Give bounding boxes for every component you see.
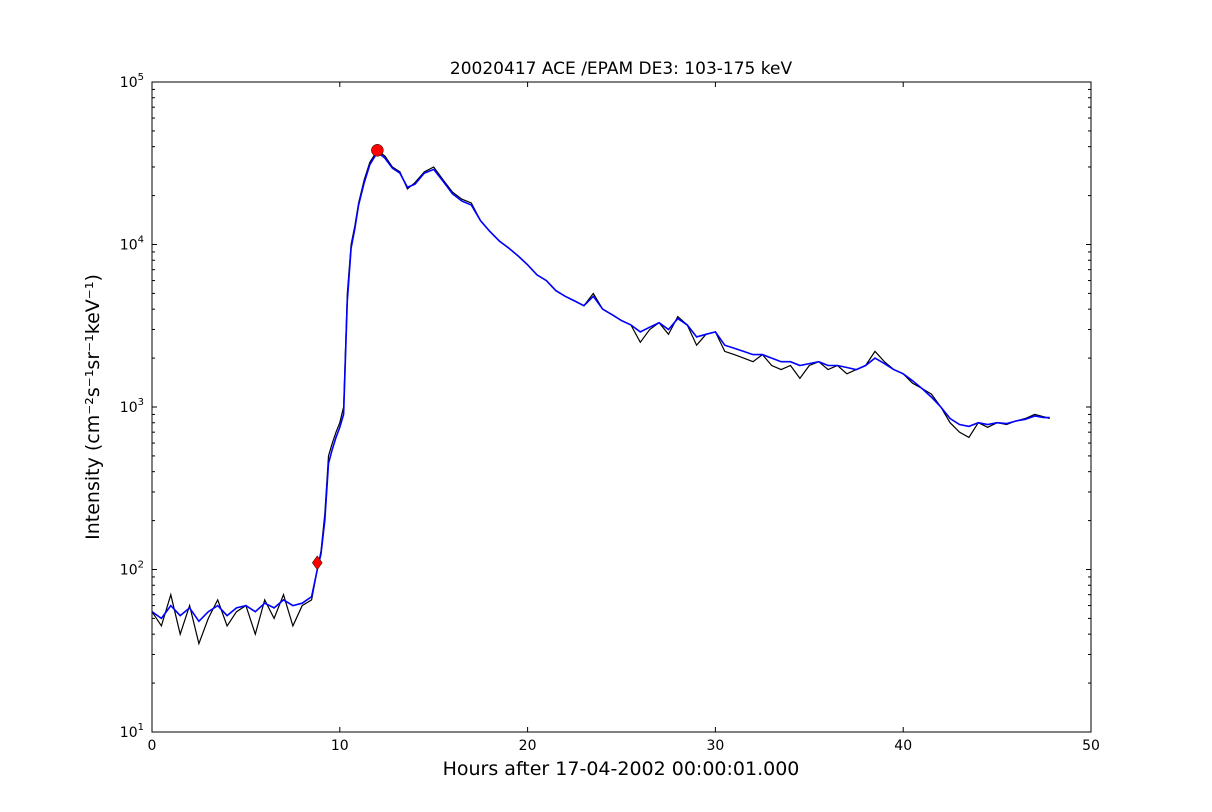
series-line-2 [152,151,1050,623]
y-tick-label: 103 [120,397,144,416]
plot-area [152,144,1050,646]
x-tick-label: 20 [519,738,537,754]
series-line-1 [152,149,1050,646]
marker-peak-circle [371,144,384,157]
x-tick-label: 30 [706,738,724,754]
x-tick-label: 10 [331,738,349,754]
x-axis-label: Hours after 17-04-2002 00:00:01.000 [443,758,800,780]
y-tick-label: 104 [120,235,144,254]
chart-title: 20020417 ACE /EPAM DE3: 103-175 keV [450,59,793,79]
x-axis: 0 10 20 30 40 50 [148,82,1100,754]
x-tick-label: 50 [1082,738,1100,754]
x-tick-label: 0 [148,738,157,754]
y-tick-label: 101 [120,722,144,741]
y-tick-label: 105 [120,72,144,91]
y-axis-label: Intensity (cm⁻²s⁻¹sr⁻¹keV⁻¹) [82,274,104,540]
x-tick-label: 40 [894,738,912,754]
plot-frame [151,81,1092,733]
y-axis: 101 102 103 104 105 [120,72,1091,741]
marker-onset-diamond [311,555,323,571]
y-tick-label: 102 [120,560,144,579]
